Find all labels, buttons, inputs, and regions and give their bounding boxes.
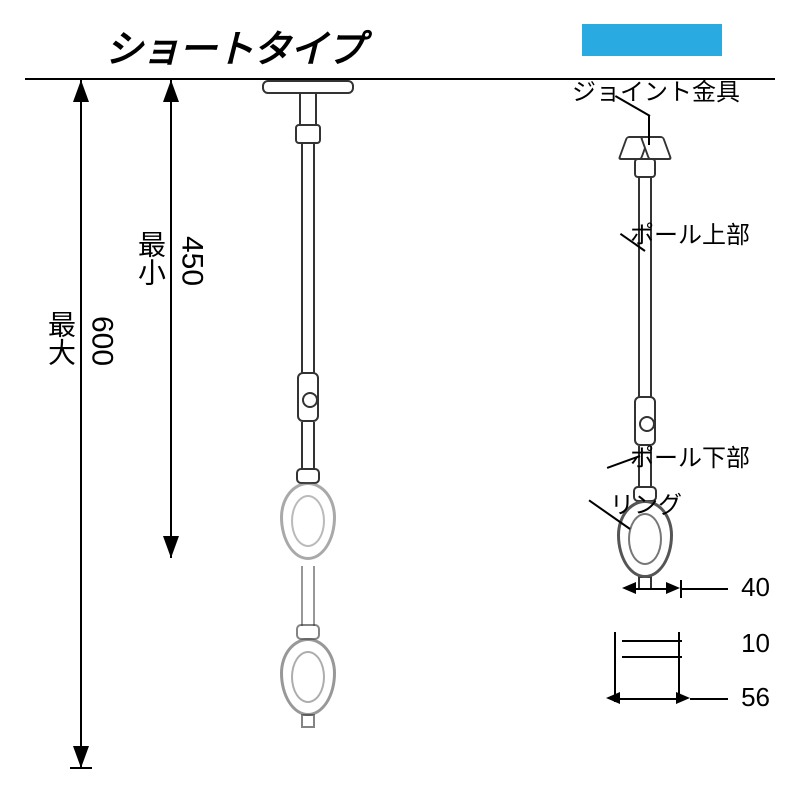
arrow-left-icon [622, 582, 636, 594]
dim-line-max [80, 80, 82, 768]
ring-max [280, 638, 336, 716]
hdim-40-ext [682, 588, 728, 590]
collar [295, 124, 321, 144]
color-swatch [582, 24, 722, 56]
hdim-56 [618, 698, 678, 700]
pole-lower [301, 422, 315, 470]
dim-max-val: 600 [84, 316, 118, 366]
dim-min-val: 450 [174, 236, 208, 286]
arrow-right-icon [676, 692, 690, 704]
ring-min [280, 482, 336, 560]
callout-pole-lower: ポール下部 [630, 438, 750, 473]
arrow-up-icon [73, 80, 89, 102]
arrow-down-icon [73, 746, 89, 768]
dim-tick [70, 767, 92, 769]
hdim-56-ext [690, 698, 728, 700]
page-title: ショートタイプ [105, 18, 364, 73]
dim-56: 56 [741, 682, 770, 713]
arrow-down-icon [163, 536, 179, 558]
stem [299, 94, 317, 126]
mid-joint [297, 372, 319, 422]
arrow-right-icon [666, 582, 680, 594]
callout-joint: ジョイント金具 [572, 72, 740, 107]
ext-line [622, 656, 682, 658]
dim-label-min: 最小 450 [130, 230, 208, 291]
collar-r [634, 158, 656, 178]
joint-bracket [620, 140, 670, 160]
ext-pole [301, 566, 315, 626]
callout-ring: リング [610, 485, 682, 520]
hdim-40 [634, 588, 668, 590]
callout-pole-upper: ポール上部 [630, 215, 750, 250]
dim-min-jp: 最小 [130, 230, 170, 286]
dim-line-min [170, 80, 172, 558]
dim-40: 40 [741, 572, 770, 603]
pole-diagram-right [615, 140, 675, 590]
pole-diagram-left [278, 80, 338, 728]
leader-line [648, 115, 650, 145]
dim-label-max: 最大 600 [40, 310, 118, 371]
ceiling-mount [262, 80, 354, 94]
arrow-up-icon [163, 80, 179, 102]
pole-upper [301, 144, 315, 374]
arrow-left-icon [606, 692, 620, 704]
pole-upper-r [638, 178, 652, 398]
dim-max-jp: 最大 [40, 310, 80, 366]
ring-tab [301, 714, 315, 728]
ext-line [622, 640, 682, 642]
dim-10: 10 [741, 628, 770, 659]
